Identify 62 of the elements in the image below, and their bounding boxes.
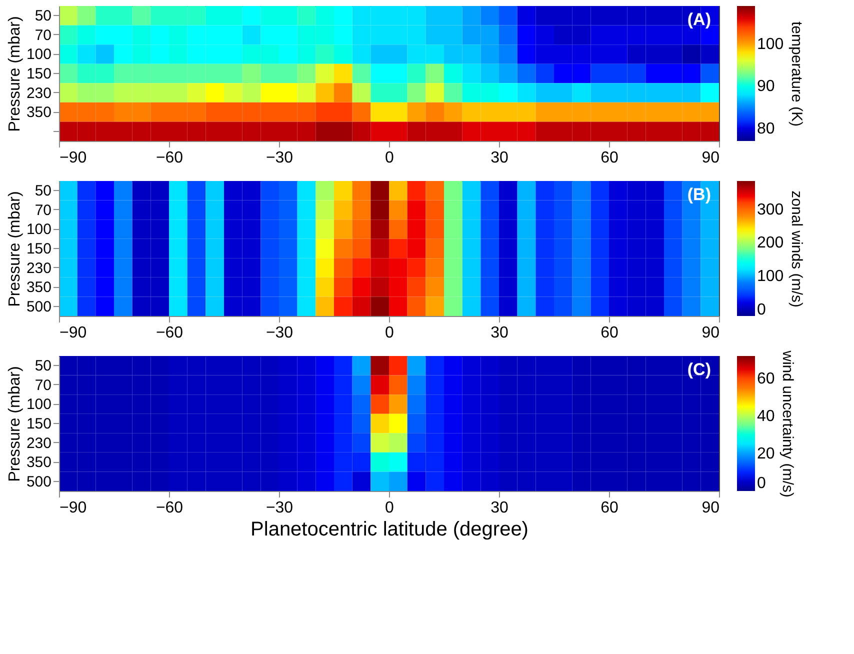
color-bar-label: 0 (757, 301, 766, 318)
color-bar-label: 90 (757, 78, 775, 96)
y-tick-label: 100 (26, 396, 52, 414)
y-tick-label: 100 (26, 221, 52, 238)
y-tick-label: 500 (26, 473, 52, 490)
x-tick-label: 90 (702, 500, 720, 516)
y-tick-label: 230 (26, 84, 52, 102)
x-tick-label: 30 (490, 324, 508, 342)
y-tick-label: 50 (34, 358, 52, 375)
x-tick-label: 0 (385, 150, 394, 166)
color-bar-label: 300 (757, 201, 784, 218)
x-tick-label: 90 (702, 150, 720, 166)
x-tick-label: 60 (600, 150, 618, 166)
y-tick-label: 50 (34, 8, 52, 25)
x-tick-label: −60 (156, 324, 184, 342)
x-tick-label: 30 (490, 500, 508, 516)
color-bar-label: 80 (757, 120, 775, 138)
annotation: (C) (687, 360, 711, 379)
y-tick-label: 150 (26, 66, 52, 82)
x-tick-label: 0 (385, 500, 394, 516)
x-axis-title: Planetocentric latitude (degree) (250, 518, 528, 540)
x-tick-label: −30 (266, 500, 294, 516)
y-axis-title: Pressure (mbar) (6, 191, 24, 307)
y-tick-label: 230 (26, 260, 52, 277)
y-tick-label: 70 (34, 202, 52, 219)
x-tick-label: −60 (156, 150, 184, 166)
color-bar-title: wind uncertainty (m/s) (779, 350, 796, 498)
x-tick-label: −30 (266, 324, 294, 342)
color-bar-title: zonal winds (m/s) (788, 190, 805, 308)
x-tick-label: 0 (385, 324, 394, 342)
y-tick-label: 70 (34, 26, 52, 44)
x-tick-label: −30 (266, 150, 294, 166)
color-bar-title: temperature (K) (788, 21, 805, 127)
y-tick-label: 500 (26, 298, 52, 316)
y-tick-label: 350 (26, 104, 52, 122)
y-tick-label: 70 (34, 376, 52, 394)
y-tick-label: 350 (26, 279, 52, 296)
color-bar-label: 40 (757, 408, 775, 425)
y-axis-title: Pressure (mbar) (6, 366, 24, 482)
y-tick-label: 100 (26, 46, 52, 64)
annotation: (B) (687, 185, 711, 204)
color-bar-label: 200 (757, 234, 784, 252)
x-tick-label: −90 (60, 324, 87, 342)
x-tick-label: 60 (600, 500, 618, 516)
color-bar-label: 0 (757, 475, 766, 492)
color-bar-label: 100 (757, 268, 784, 285)
y-tick-label: 150 (26, 416, 52, 432)
color-bar-label: 20 (757, 446, 775, 462)
color-bar-label: 100 (757, 36, 784, 53)
y-tick-label: 150 (26, 240, 52, 258)
x-tick-label: 60 (600, 324, 618, 342)
annotation: (A) (687, 10, 711, 29)
x-tick-label: −90 (60, 150, 87, 166)
x-tick-label: 90 (702, 324, 720, 342)
color-bar-label: 60 (757, 370, 775, 388)
x-tick-label: 30 (490, 150, 508, 166)
x-tick-label: −90 (60, 500, 87, 516)
y-tick-label: 230 (26, 434, 52, 452)
x-tick-label: −60 (156, 500, 184, 516)
y-axis-title: Pressure (mbar) (6, 16, 24, 132)
y-tick-label: 50 (34, 182, 52, 200)
y-tick-label: 350 (26, 454, 52, 472)
